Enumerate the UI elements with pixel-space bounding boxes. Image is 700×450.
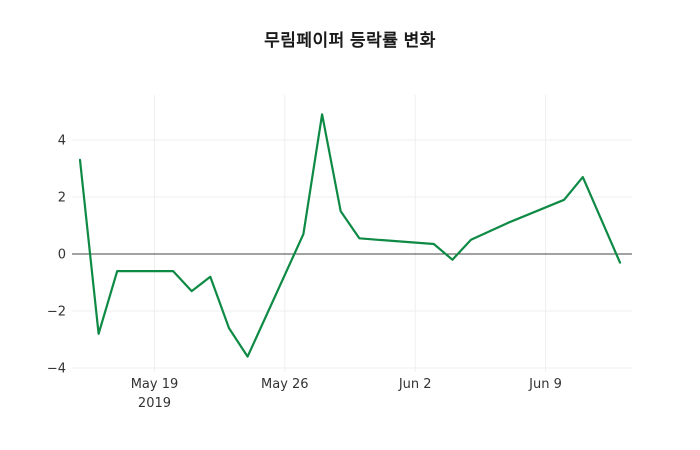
y-tick-label: 2 [58,191,66,206]
x-tick-label: Jun 2 [398,377,432,392]
x-tick-sublabel: 2019 [138,396,171,411]
y-tick-label: 4 [58,134,66,149]
series-line [78,113,622,358]
y-tick-label: −2 [47,305,66,320]
x-tick-label: May 19 [131,377,179,392]
y-tick-label: −4 [47,362,66,377]
y-tick-label: 0 [58,248,66,263]
x-tick-label: Jun 9 [528,377,562,392]
x-tick-label: May 26 [261,377,309,392]
chart-title: 무림페이퍼 등락률 변화 [264,31,436,50]
